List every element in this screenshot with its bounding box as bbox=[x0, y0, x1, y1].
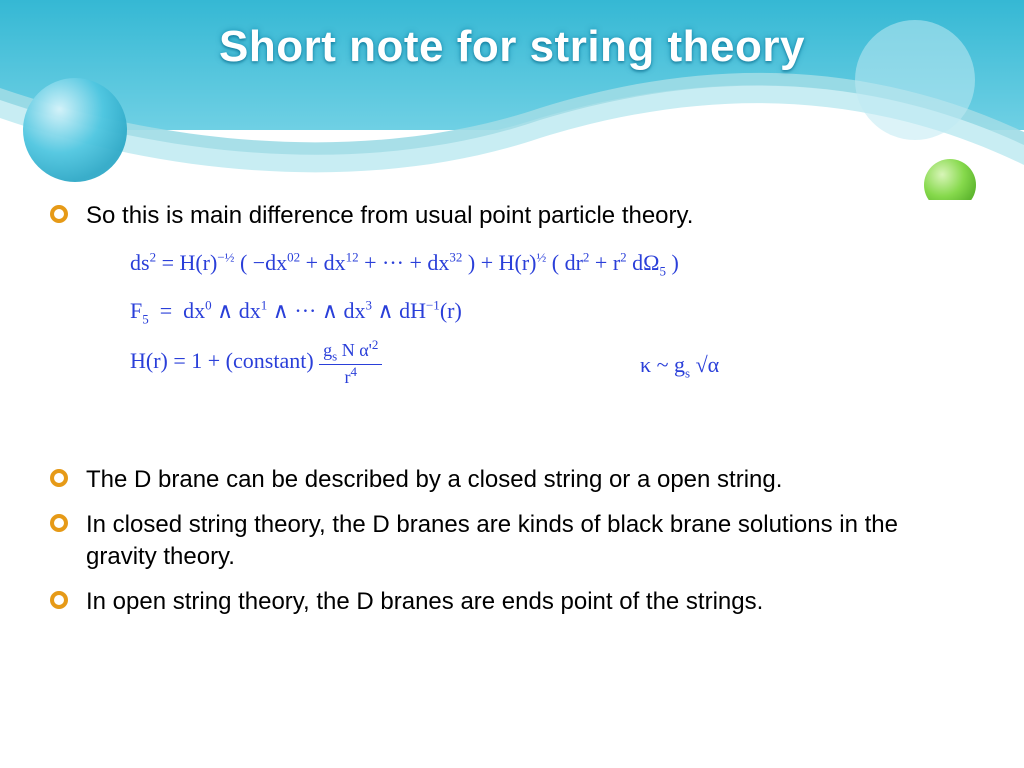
eq-warp: H(r) = 1 + (constant) gs N α'2r4 bbox=[130, 338, 679, 388]
eq-coupling: κ ~ gs √α bbox=[640, 352, 719, 381]
equations-block: ds2 = H(r)−½ ( −dx02 + dx12 + ··· + dx32… bbox=[130, 242, 679, 394]
eq-flux: F5 = dx0 ∧ dx1 ∧ ··· ∧ dx3 ∧ dH−1(r) bbox=[130, 290, 679, 332]
bullet-text: So this is main difference from usual po… bbox=[86, 200, 693, 232]
slide-title: Short note for string theory bbox=[0, 22, 1024, 72]
bullet-text: In closed string theory, the D branes ar… bbox=[86, 509, 970, 574]
bullet-text: The D brane can be described by a closed… bbox=[86, 464, 782, 496]
bullet-item: So this is main difference from usual po… bbox=[50, 200, 970, 232]
bullet-item: In closed string theory, the D branes ar… bbox=[50, 509, 970, 574]
bullet-text: In open string theory, the D branes are … bbox=[86, 586, 763, 618]
bullet-item: The D brane can be described by a closed… bbox=[50, 464, 970, 496]
bullet-item: In open string theory, the D branes are … bbox=[50, 586, 970, 618]
bullet-ring-icon bbox=[50, 469, 68, 487]
bullet-ring-icon bbox=[50, 591, 68, 609]
bullet-ring-icon bbox=[50, 205, 68, 223]
bullet-ring-icon bbox=[50, 514, 68, 532]
eq-metric: ds2 = H(r)−½ ( −dx02 + dx12 + ··· + dx32… bbox=[130, 242, 679, 284]
